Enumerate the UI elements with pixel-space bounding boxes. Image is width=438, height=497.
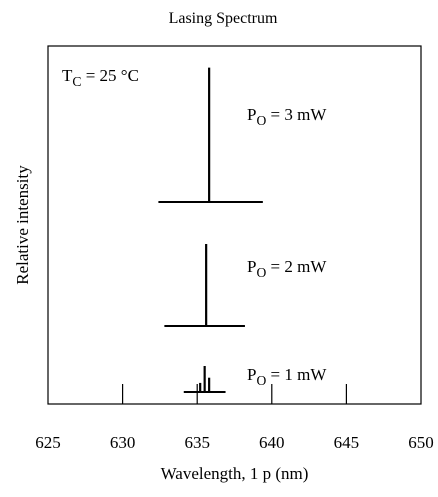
x-tick-label-645: 645 xyxy=(334,433,360,452)
x-axis-ticks xyxy=(121,384,347,404)
x-tick-label-640: 640 xyxy=(259,433,285,452)
temperature-annotation: TC = 25 °C xyxy=(62,66,139,89)
spectrum-2: PO = 2 mW xyxy=(164,244,327,327)
plot-frame xyxy=(47,45,422,405)
x-axis-label: Wavelength, 1 p (nm) xyxy=(161,464,309,483)
spectrum-1-power-label: PO = 3 mW xyxy=(247,105,327,128)
x-axis-tick-labels: 625 630 635 640 645 650 xyxy=(35,433,434,452)
y-axis-label: Relative intensity xyxy=(13,165,32,285)
x-tick-label-625: 625 xyxy=(35,433,61,452)
x-tick-label-635: 635 xyxy=(184,433,210,452)
temperature-label: TC = 25 °C xyxy=(62,66,139,89)
spectra-group: PO = 3 mW PO = 2 mW PO = 1 mW xyxy=(158,67,327,393)
x-tick-label-650: 650 xyxy=(408,433,434,452)
x-tick-label-630: 630 xyxy=(110,433,136,452)
chart-title: Lasing Spectrum xyxy=(169,10,278,27)
spectrum-1: PO = 3 mW xyxy=(158,67,327,203)
spectrum-3: PO = 1 mW xyxy=(183,365,327,393)
spectrum-2-power-label: PO = 2 mW xyxy=(247,257,327,280)
spectrum-3-power-label: PO = 1 mW xyxy=(247,365,327,388)
